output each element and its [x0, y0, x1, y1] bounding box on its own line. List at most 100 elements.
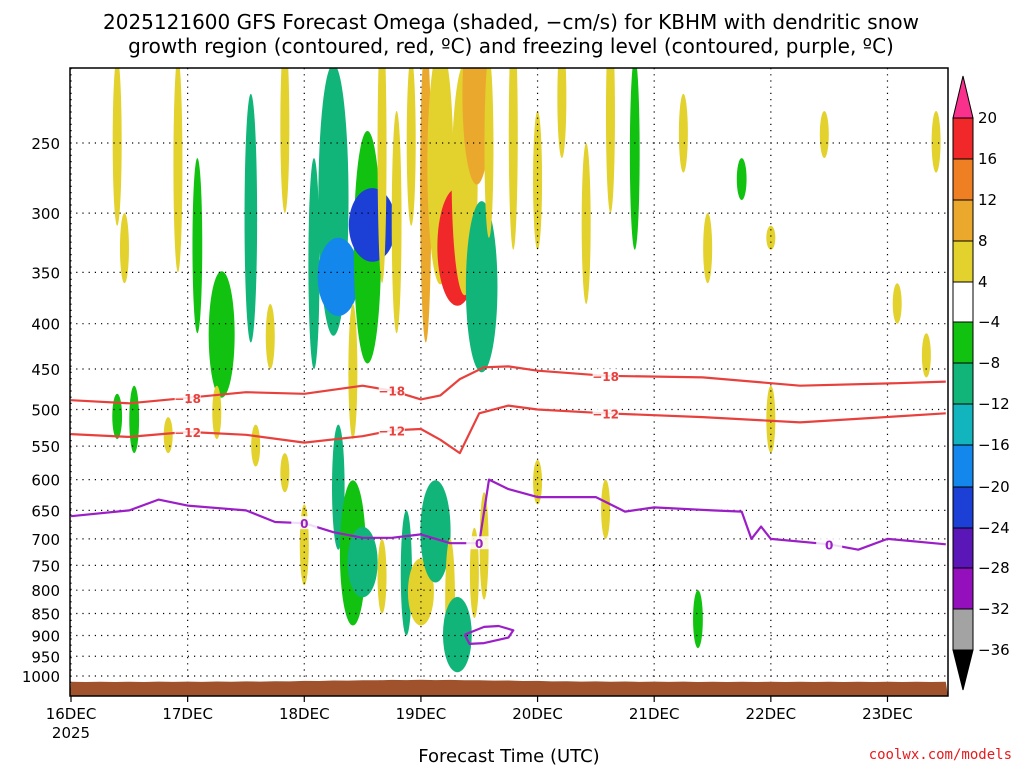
omega-cell-11: [348, 303, 358, 440]
omega-cell-1: [119, 213, 129, 284]
omega-cell-3: [192, 158, 203, 334]
omega-cell-39: [163, 417, 173, 454]
omega-cell-halo-4: [208, 271, 235, 398]
y-tick-750: 750: [31, 557, 60, 575]
y-tick-700: 700: [31, 531, 60, 549]
x-tick-20DEC: 20DEC: [512, 705, 563, 723]
omega-cell-55: [533, 459, 543, 505]
y-tick-650: 650: [31, 502, 60, 520]
colorbar-bin-9: [952, 486, 974, 529]
y-tick-250: 250: [31, 135, 60, 153]
colorbar-label-13: −36: [978, 641, 1010, 659]
contour-label-1-1: −12: [378, 424, 405, 438]
contour-label-bg-1-1: [378, 423, 405, 437]
x-tick-21DEC: 21DEC: [629, 705, 680, 723]
omega-cell-26: [557, 68, 567, 159]
colorbar-label-1: 16: [978, 150, 997, 168]
y-tick-500: 500: [31, 402, 60, 420]
contour-label-bg-0-1: [378, 383, 405, 397]
x-tick-19DEC: 19DEC: [396, 705, 447, 723]
x-axis-title: Forecast Time (UTC): [418, 746, 599, 767]
contour-1: [70, 404, 946, 455]
contour-label-bg-2-0: [291, 516, 318, 530]
colorbar-label-6: −8: [978, 354, 1000, 372]
colorbar-label-9: −20: [978, 478, 1010, 496]
contour-label-0-2: −18: [592, 370, 619, 384]
omega-cell-41: [251, 424, 261, 467]
y-tick-850: 850: [31, 606, 60, 624]
contour-label-bg-1-0: [174, 424, 201, 438]
y-tick-550: 550: [31, 438, 60, 456]
omega-cell-29: [629, 68, 640, 250]
temperature-contours: −18 −18 −18 −12 −12 −12 0 0 0: [70, 365, 946, 645]
colorbar-label-10: −24: [978, 519, 1010, 537]
omega-cell-58: [766, 385, 776, 454]
y-tick-800: 800: [31, 582, 60, 600]
y-tick-350: 350: [31, 264, 60, 282]
omega-cell-28: [605, 68, 615, 214]
x-tick-16DEC: 16DEC: [46, 705, 97, 723]
contour-label-1-2: −12: [592, 407, 619, 421]
chart-title-line-1: 2025121600 GFS Forecast Omega (shaded, −…: [103, 10, 919, 34]
terrain-surface: [70, 679, 948, 696]
colorbar-label-4: 4: [978, 273, 988, 291]
contour-label-2-0: 0: [300, 517, 308, 531]
y-tick-600: 600: [31, 472, 60, 490]
omega-cell-0: [112, 68, 122, 226]
omega-cell-47: [377, 538, 387, 614]
colorbar-label-11: −28: [978, 559, 1010, 577]
y-tick-900: 900: [31, 627, 60, 645]
colorbar-label-12: −32: [978, 600, 1010, 618]
omega-cell-42: [280, 453, 290, 493]
contour-3: [463, 624, 515, 645]
contour-label-bg-0-0: [174, 390, 201, 404]
colorbar-bin-1: [952, 158, 974, 201]
omega-cell-halo-50: [420, 480, 451, 583]
omega-cell-halo-46: [347, 526, 378, 598]
omega-cell-24: [508, 68, 518, 250]
contour-label-1-0: −12: [174, 426, 201, 440]
x-tick-year: 2025: [52, 724, 90, 742]
contour-label-0-0: −18: [174, 392, 201, 406]
omega-cell-halo-21: [462, 68, 492, 185]
pressure-axis: 250 300 350 400 450 500 550 600 650 700 750 800 850 9…: [22, 135, 60, 686]
contour-label-bg-2-2: [816, 537, 843, 551]
colorbar-label-3: 8: [978, 232, 988, 250]
colorbar-label-0: 20: [978, 109, 997, 127]
omega-cell-14: [377, 68, 387, 284]
x-tick-23DEC: 23DEC: [862, 705, 913, 723]
colorbar-top-arrow: [952, 75, 974, 119]
y-tick-400: 400: [31, 316, 60, 334]
omega-cell-2: [173, 68, 183, 273]
colorbar-bin-5: [952, 321, 974, 364]
colorbar-bin-10: [952, 527, 974, 569]
chart-title-line-2: growth region (contoured, red, ºC) and f…: [128, 34, 894, 58]
omega-cell-halo-52: [442, 596, 472, 673]
omega-cell-59: [921, 333, 931, 378]
colorbar-bin-12: [952, 608, 974, 651]
plot-frame: [69, 67, 949, 697]
colorbar-bottom-arrow: [952, 649, 974, 691]
colorbar-bin-7: [952, 403, 974, 446]
colorbar-bin-3: [952, 240, 974, 283]
colorbar-bin-8: [952, 444, 974, 488]
credit-text[interactable]: coolwx.com/models: [869, 747, 1012, 763]
y-tick-1000: 1000: [22, 668, 60, 686]
omega-cell-38: [129, 385, 140, 454]
y-tick-950: 950: [31, 648, 60, 666]
x-tick-17DEC: 17DEC: [162, 705, 213, 723]
contour-label-bg-1-2: [592, 406, 619, 420]
grid-lines: [70, 68, 948, 696]
contour-label-bg-0-2: [592, 368, 619, 382]
colorbar: 20 16 12 8 4 −4 −8 −12 −16 −20 −24 −28 −32 −36: [952, 75, 1010, 691]
omega-cell-halo-22: [465, 201, 498, 373]
omega-cell-32: [736, 158, 747, 201]
colorbar-bin-0: [952, 117, 974, 160]
omega-cell-37: [112, 393, 123, 440]
omega-cell-27: [581, 143, 591, 304]
omega-shading: [112, 68, 941, 673]
y-tick-300: 300: [31, 205, 60, 223]
contour-label-bg-2-1: [466, 536, 493, 550]
